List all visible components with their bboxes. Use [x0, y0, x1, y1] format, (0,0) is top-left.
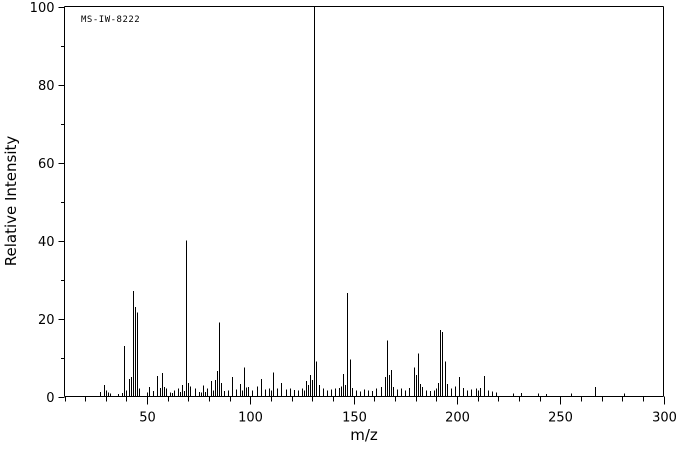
y-axis-ticks: [58, 7, 65, 398]
y-tick-label: 60: [38, 157, 55, 172]
x-axis-ticks: [65, 396, 665, 405]
x-tick-label: 50: [139, 411, 156, 426]
x-axis-tick-labels: 50 100 150 200 250 300: [139, 411, 676, 426]
x-tick-label: 100: [238, 411, 263, 426]
x-tick-label: 150: [342, 411, 367, 426]
y-tick-label: 100: [30, 1, 55, 16]
chart-annotations: MS-IW-8222: [81, 15, 140, 25]
sample-id: MS-IW-8222: [81, 15, 140, 25]
plot-frame: [64, 6, 664, 397]
x-tick-label: 200: [445, 411, 470, 426]
y-axis-tick-labels: 0 20 40 60 80 100: [30, 1, 55, 406]
x-tick-label: 300: [652, 411, 676, 426]
x-axis-title: m/z: [350, 426, 378, 444]
y-tick-label: 0: [46, 391, 54, 406]
y-tick-label: 20: [38, 313, 55, 328]
spectrum-peaks: [100, 6, 625, 397]
y-tick-label: 80: [38, 79, 55, 94]
y-tick-label: 40: [38, 235, 55, 250]
y-axis-title: Relative Intensity: [2, 136, 20, 267]
x-tick-label: 250: [548, 411, 573, 426]
